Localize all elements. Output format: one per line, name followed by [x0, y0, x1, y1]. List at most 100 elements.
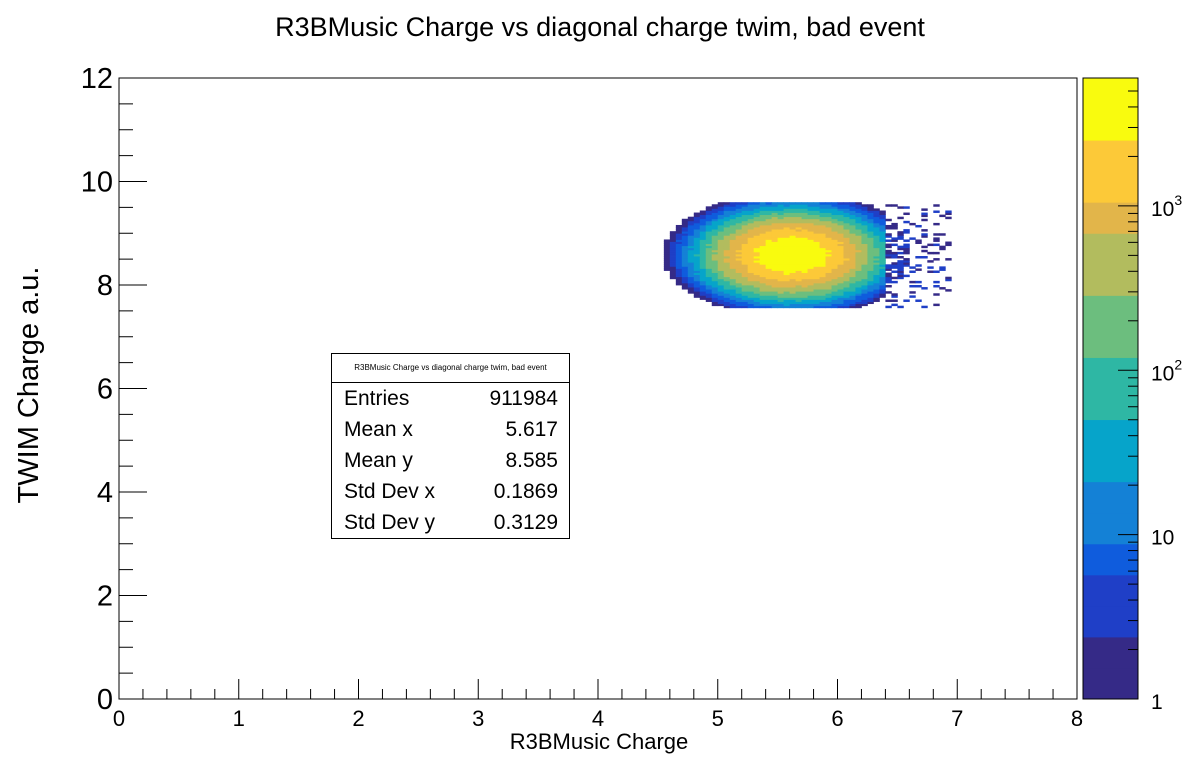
heatmap-cell	[735, 220, 743, 224]
heatmap-cell	[783, 237, 790, 240]
heatmap-cell	[843, 270, 850, 273]
heatmap-cell	[711, 243, 719, 247]
heatmap-cell	[843, 295, 850, 298]
heatmap-cell	[867, 224, 874, 228]
heatmap-cell	[843, 208, 850, 211]
heatmap-cell	[837, 204, 844, 207]
heatmap-cell	[861, 224, 868, 228]
heatmap-cell	[771, 305, 779, 309]
heatmap-cell	[777, 289, 785, 292]
heatmap-cell	[909, 270, 916, 273]
heatmap-cell	[849, 212, 856, 216]
heatmap-cell	[891, 253, 898, 257]
heatmap-cell	[837, 264, 844, 267]
heatmap-cell	[861, 249, 868, 253]
heatmap-cell	[843, 249, 850, 253]
heatmap-cell	[873, 262, 880, 265]
heatmap-cell	[705, 293, 713, 296]
heatmap-cell	[807, 260, 814, 263]
heatmap-cell	[879, 268, 886, 271]
heatmap-cell	[729, 268, 737, 271]
heatmap-cell	[765, 295, 773, 298]
heatmap-cell	[801, 262, 808, 265]
heatmap-cell	[789, 278, 796, 282]
x-tick-label: 5	[712, 706, 724, 731]
heatmap-cell	[861, 212, 868, 216]
heatmap-cell	[693, 282, 701, 286]
heatmap-cell	[705, 241, 713, 244]
heatmap-cell	[777, 227, 785, 230]
heatmap-cell	[861, 214, 868, 218]
heatmap-cell	[693, 214, 701, 218]
heatmap-cell	[765, 235, 773, 238]
heatmap-cell	[819, 303, 826, 307]
heatmap-cell	[879, 285, 886, 288]
heatmap-cell	[741, 253, 749, 257]
heatmap-cell	[849, 274, 856, 278]
heatmap-cell	[699, 262, 707, 265]
heatmap-cell	[795, 295, 802, 298]
color-scale-segment	[1083, 512, 1138, 545]
heatmap-cell	[879, 280, 886, 284]
heatmap-cell	[813, 249, 820, 253]
heatmap-cell	[879, 247, 886, 251]
heatmap-cell	[813, 258, 820, 261]
stats-rows: Entries 911984 Mean x 5.617 Mean y 8.585 Std D…	[332, 383, 569, 538]
heatmap-cell	[807, 222, 814, 226]
heatmap-cell	[795, 245, 802, 249]
heatmap-cell	[717, 206, 725, 209]
heatmap-cell	[723, 210, 731, 213]
heatmap-cell	[909, 285, 916, 288]
x-tick-label: 3	[472, 706, 484, 731]
heatmap-cell	[825, 295, 832, 298]
heatmap-cell	[837, 297, 844, 300]
heatmap-cell	[837, 270, 844, 273]
heatmap-cell	[873, 243, 880, 247]
heatmap-cell	[741, 247, 749, 251]
heatmap-cell	[807, 204, 814, 207]
heatmap-cell	[723, 237, 731, 240]
heatmap-cell	[789, 303, 796, 307]
heatmap-cell	[837, 241, 844, 244]
heatmap-cell	[873, 253, 880, 257]
heatmap-cell	[837, 239, 844, 242]
heatmap-cell	[795, 264, 802, 267]
heatmap-cell	[681, 270, 689, 273]
heatmap-cell	[717, 285, 725, 288]
heatmap-cell	[873, 224, 880, 228]
heatmap-cell	[699, 268, 707, 271]
heatmap-cell	[795, 249, 802, 253]
heatmap-cell	[765, 206, 773, 209]
heatmap-cell	[921, 214, 928, 218]
y-tick-label: 2	[97, 581, 113, 613]
heatmap-cell	[831, 264, 838, 267]
heatmap-cell	[729, 258, 737, 261]
heatmap-cell	[831, 278, 838, 282]
heatmap-cell	[717, 262, 725, 265]
heatmap-cell	[723, 274, 731, 278]
heatmap-cell	[729, 270, 737, 273]
heatmap-cell	[729, 291, 737, 294]
heatmap-cell	[735, 303, 743, 307]
heatmap-cell	[753, 249, 761, 253]
heatmap-cell	[693, 276, 701, 280]
heatmap-cell	[771, 295, 779, 298]
heatmap-cell	[819, 276, 826, 280]
heatmap-cell	[813, 301, 820, 305]
heatmap-cell	[861, 268, 868, 271]
heatmap-cell	[831, 272, 838, 276]
heatmap-cell	[699, 231, 707, 234]
heatmap-cell	[837, 224, 844, 228]
heatmap-cell	[843, 291, 850, 294]
heatmap-cell	[939, 287, 946, 290]
heatmap-cell	[819, 204, 826, 207]
heatmap-cell	[747, 260, 755, 263]
heatmap-cell	[855, 251, 862, 255]
heatmap-cell	[843, 245, 850, 249]
heatmap-cell	[717, 212, 725, 216]
heatmap-cell	[927, 251, 934, 255]
heatmap-cell	[831, 241, 838, 244]
heatmap-cell	[741, 297, 749, 300]
heatmap-cell	[681, 287, 689, 290]
heatmap-cell	[759, 274, 767, 278]
